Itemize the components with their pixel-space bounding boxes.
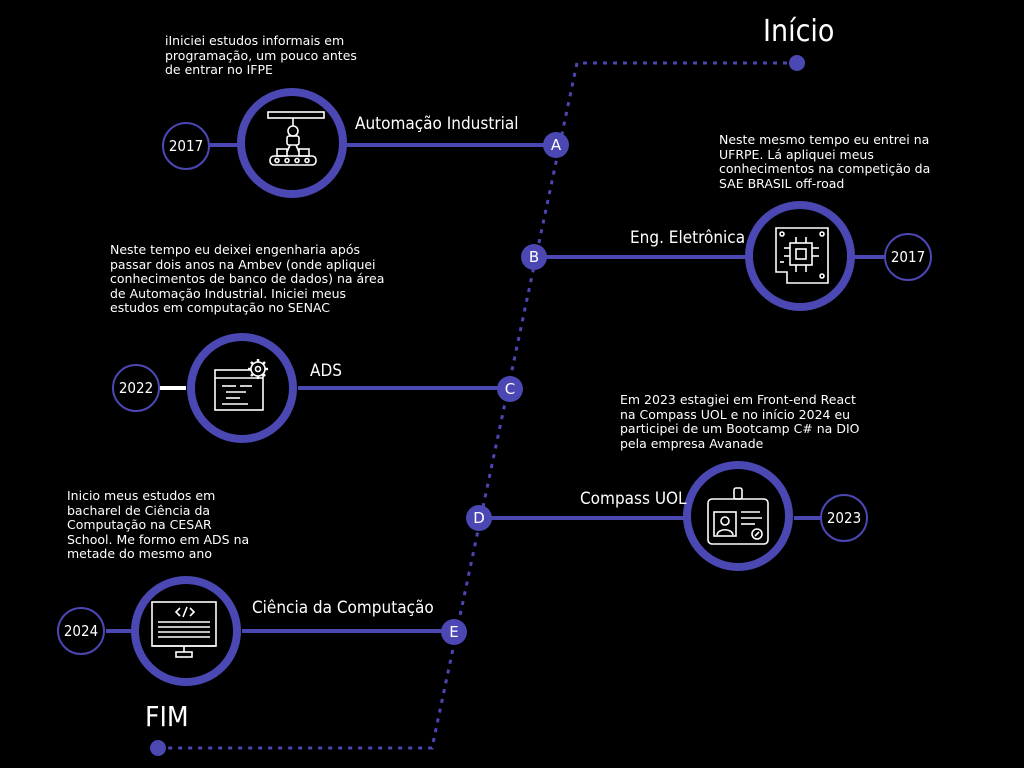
- milestone-a-description: iIniciei estudos informais em programaçã…: [165, 33, 357, 77]
- milestone-b-description: Neste mesmo tempo eu entrei na UFRPE. Lá…: [719, 132, 931, 191]
- milestone-e-title: Ciência da Computação: [252, 598, 434, 618]
- robot-conveyor-icon: [267, 111, 325, 166]
- milestone-b-marker[interactable]: B: [521, 244, 547, 270]
- milestone-b-title: Eng. Eletrônica: [630, 228, 746, 248]
- start-label: Início: [763, 14, 835, 49]
- milestone-circle-e: [131, 576, 241, 686]
- milestone-a-year: 2017: [162, 122, 210, 170]
- milestone-a-title: Automação Industrial: [355, 114, 519, 134]
- milestone-a-marker[interactable]: A: [543, 132, 569, 158]
- milestone-b-year: 2017: [884, 233, 932, 281]
- milestone-circle-a: [237, 88, 347, 198]
- milestone-d-marker[interactable]: D: [466, 505, 492, 531]
- milestone-d-title: Compass UOL: [580, 489, 687, 509]
- code-window-gear-icon: [214, 359, 268, 411]
- milestone-c-title: ADS: [310, 361, 342, 381]
- timeline-path: [158, 61, 797, 750]
- milestone-e-year: 2024: [57, 607, 105, 655]
- circuit-board-icon: [775, 227, 829, 284]
- milestone-d-year: 2023: [820, 494, 868, 542]
- milestone-circle-c: [187, 333, 297, 443]
- end-dot: [150, 740, 166, 756]
- milestone-circle-b: [745, 201, 855, 311]
- monitor-code-icon: [151, 601, 217, 658]
- start-dot: [789, 55, 805, 71]
- milestone-e-marker[interactable]: E: [441, 619, 467, 645]
- milestone-d-description: Em 2023 estagiei em Front-end React na C…: [620, 392, 860, 451]
- id-badge-icon: [707, 487, 769, 545]
- milestone-c-marker[interactable]: C: [497, 376, 523, 402]
- end-label: FIM: [145, 700, 189, 733]
- milestone-c-year: 2022: [112, 364, 160, 412]
- milestone-e-description: Inicio meus estudos em bacharel de Ciênc…: [67, 488, 250, 561]
- milestone-c-description: Neste tempo eu deixei engenharia após pa…: [110, 242, 385, 315]
- milestone-circle-d: [683, 461, 793, 571]
